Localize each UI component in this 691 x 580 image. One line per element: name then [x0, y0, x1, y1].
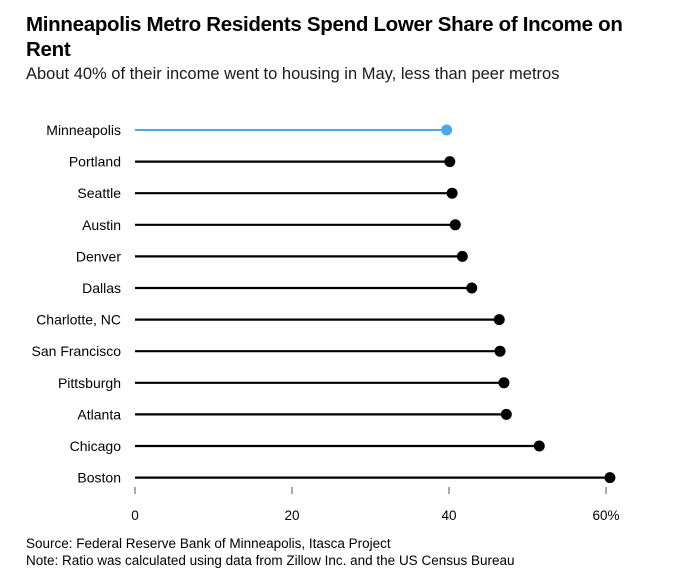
- row-charlotte-nc: Charlotte, NC: [36, 312, 505, 328]
- source-note: Source: Federal Reserve Bank of Minneapo…: [26, 536, 391, 551]
- category-label: Boston: [77, 470, 121, 486]
- row-minneapolis: Minneapolis: [46, 122, 453, 138]
- row-pittsburgh: Pittsburgh: [58, 375, 510, 391]
- category-label: Atlanta: [77, 406, 121, 422]
- lollipop-dot: [494, 345, 506, 357]
- chart-title: Minneapolis Metro Residents Spend Lower …: [26, 13, 623, 61]
- row-atlanta: Atlanta: [77, 406, 512, 422]
- x-tick-label: 40: [441, 508, 456, 523]
- category-label: Austin: [82, 217, 121, 233]
- method-note: Note: Ratio was calculated using data fr…: [26, 553, 515, 568]
- lollipop-dot: [500, 408, 512, 420]
- lollipop-dot: [533, 440, 545, 452]
- row-austin: Austin: [82, 217, 461, 233]
- chart-subtitle: About 40% of their income went to housin…: [26, 65, 560, 83]
- x-tick-label: 60%: [592, 508, 619, 523]
- row-denver: Denver: [76, 248, 468, 264]
- row-dallas: Dallas: [82, 280, 478, 296]
- row-boston: Boston: [77, 470, 616, 486]
- category-label: Chicago: [70, 438, 122, 454]
- row-chicago: Chicago: [70, 438, 545, 454]
- lollipop-dot: [493, 314, 505, 326]
- row-seattle: Seattle: [77, 185, 458, 201]
- category-label: Pittsburgh: [58, 375, 121, 391]
- lollipop-dot: [456, 250, 468, 262]
- x-tick-label: 0: [131, 508, 139, 523]
- lollipop-dot: [446, 187, 458, 199]
- lollipop-dot: [444, 156, 456, 168]
- category-label: Dallas: [82, 280, 121, 296]
- chart-rows: Minneapolis Portland Seattle Austin Denver Da…: [32, 122, 616, 486]
- row-portland: Portland: [69, 154, 456, 170]
- category-label: San Francisco: [32, 343, 122, 359]
- lollipop-dot: [466, 282, 478, 294]
- lollipop-dot: [441, 124, 453, 136]
- lollipop-dot: [449, 219, 461, 231]
- category-label: Charlotte, NC: [36, 312, 121, 328]
- category-label: Portland: [69, 154, 121, 170]
- lollipop-dot: [604, 472, 616, 484]
- x-tick-label: 20: [284, 508, 299, 523]
- category-label: Denver: [76, 248, 121, 264]
- lollipop-dot: [498, 377, 510, 389]
- row-san-francisco: San Francisco: [32, 343, 506, 359]
- x-axis: 0 20 40 60%: [131, 487, 620, 523]
- chart-footer: Source: Federal Reserve Bank of Minneapo…: [26, 535, 515, 569]
- category-label: Minneapolis: [46, 122, 121, 138]
- category-label: Seattle: [77, 185, 121, 201]
